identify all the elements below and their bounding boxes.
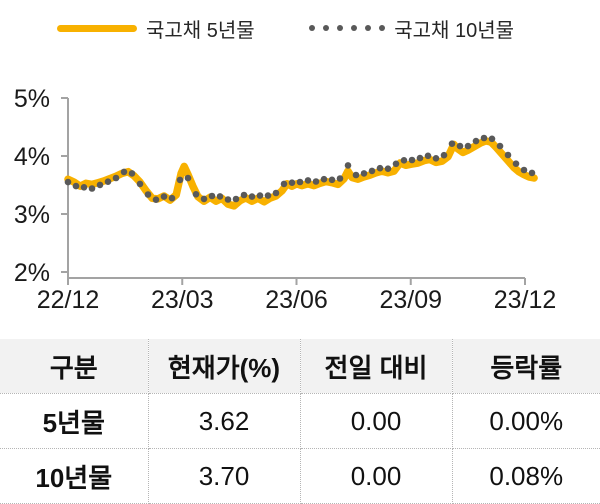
- legend-label-5y: 국고채 5년물: [146, 19, 255, 42]
- data-dot-10y: [240, 191, 248, 199]
- data-dot-10y: [176, 176, 184, 184]
- data-dot-10y: [344, 162, 352, 169]
- series-dots-10y: [64, 134, 536, 203]
- data-dot-10y: [280, 180, 288, 188]
- y-axis-label: 5%: [14, 85, 50, 113]
- data-dot-10y: [376, 164, 384, 172]
- data-dot-10y: [216, 193, 224, 200]
- data-dot-10y: [528, 169, 536, 177]
- x-axis-label: 23/09: [379, 286, 442, 314]
- yield-chart: 2% 3% 4% 5% 22/12 23/03 23/06 23/09 23/12: [0, 56, 600, 339]
- data-dot-10y: [192, 191, 200, 198]
- data-dot-10y: [208, 192, 216, 200]
- bond-summary-table: 구분 현재가(%) 전일 대비 등락률 5년물 3.62 0.00 0.00% …: [0, 339, 600, 504]
- y-axis-label: 2%: [14, 259, 50, 287]
- data-dot-10y: [432, 155, 440, 162]
- row-10y-name: 10년물: [0, 448, 149, 504]
- data-dot-10y: [144, 191, 152, 198]
- data-dot-10y: [248, 193, 256, 200]
- data-dot-10y: [472, 137, 480, 145]
- data-dot-10y: [72, 182, 80, 190]
- data-dot-10y: [272, 189, 280, 197]
- data-dot-10y: [256, 192, 264, 199]
- data-dot-10y: [424, 152, 432, 160]
- data-dot-10y: [320, 175, 328, 183]
- data-dot-10y: [480, 134, 488, 142]
- row-5y-current-price: 3.62: [147, 393, 301, 449]
- data-dot-10y: [232, 195, 240, 203]
- y-axis-label: 3%: [14, 201, 50, 229]
- y-axis-label: 4%: [14, 143, 50, 171]
- data-dot-10y: [80, 184, 88, 191]
- yield-chart-svg: 2% 3% 4% 5% 22/12 23/03 23/06 23/09 23/12: [14, 85, 557, 314]
- row-5y-name: 5년물: [0, 393, 149, 449]
- data-dot-10y: [440, 151, 448, 159]
- data-dot-10y: [464, 142, 472, 150]
- table-row-10y: 10년물 3.70 0.00 0.08%: [0, 448, 600, 504]
- row-5y-change-rate: 0.00%: [451, 393, 600, 449]
- legend-item-10y: 국고채 10년물: [308, 14, 514, 43]
- data-dot-10y: [384, 165, 392, 172]
- data-dot-10y: [488, 135, 496, 143]
- legend-item-5y: 국고채 5년물: [57, 14, 255, 43]
- data-dot-10y: [328, 176, 336, 184]
- data-dot-10y: [352, 171, 360, 179]
- col-header-change-rate: 등락률: [451, 339, 600, 394]
- row-10y-current-price: 3.70: [147, 448, 301, 504]
- row-10y-daily-change: 0.00: [299, 448, 453, 504]
- data-dot-10y: [224, 196, 232, 203]
- data-dot-10y: [448, 140, 456, 147]
- table-header-row: 구분 현재가(%) 전일 대비 등락률: [0, 339, 600, 394]
- data-dot-10y: [96, 181, 104, 189]
- x-axis-label: 23/06: [265, 286, 328, 314]
- data-dot-10y: [112, 174, 120, 182]
- data-dot-10y: [160, 193, 168, 200]
- series-line-5y: [64, 137, 538, 210]
- x-axis-label: 23/12: [494, 286, 557, 314]
- data-dot-10y: [400, 157, 408, 164]
- data-dot-10y: [128, 170, 136, 177]
- data-dot-10y: [520, 166, 528, 174]
- data-dot-10y: [152, 196, 160, 203]
- dots-swatch-10y-icon: [308, 24, 386, 32]
- data-dot-10y: [336, 175, 344, 182]
- data-dot-10y: [264, 192, 272, 199]
- col-header-current-price: 현재가(%): [147, 339, 301, 394]
- chart-legend: 국고채 5년물 국고채 10년물: [0, 0, 600, 56]
- data-dot-10y: [184, 174, 192, 182]
- row-10y-change-rate: 0.08%: [451, 448, 600, 504]
- data-dot-10y: [312, 178, 320, 185]
- data-dot-10y: [104, 178, 112, 185]
- col-header-category: 구분: [0, 339, 149, 394]
- data-dot-10y: [120, 168, 128, 176]
- data-dot-10y: [504, 151, 512, 159]
- data-dot-10y: [408, 156, 416, 164]
- col-header-daily-change: 전일 대비: [299, 339, 453, 394]
- data-dot-10y: [136, 180, 144, 188]
- x-axis-label: 23/03: [151, 286, 214, 314]
- data-dot-10y: [368, 167, 376, 175]
- line-swatch-5y-icon: [57, 24, 137, 32]
- data-dot-10y: [304, 177, 312, 184]
- x-axis-label: 22/12: [37, 286, 100, 314]
- table-row-5y: 5년물 3.62 0.00 0.00%: [0, 393, 600, 449]
- data-dot-10y: [360, 170, 368, 177]
- row-5y-daily-change: 0.00: [299, 393, 453, 449]
- data-dot-10y: [416, 154, 424, 162]
- data-dot-10y: [288, 179, 296, 186]
- data-dot-10y: [392, 160, 400, 168]
- data-dot-10y: [512, 160, 520, 167]
- data-dot-10y: [64, 178, 72, 186]
- data-dot-10y: [200, 195, 208, 203]
- data-dot-10y: [88, 185, 96, 192]
- data-dot-10y: [168, 194, 176, 202]
- data-dot-10y: [296, 178, 304, 186]
- legend-label-10y: 국고채 10년물: [394, 19, 514, 42]
- data-dot-10y: [456, 142, 464, 150]
- data-dot-10y: [496, 142, 504, 150]
